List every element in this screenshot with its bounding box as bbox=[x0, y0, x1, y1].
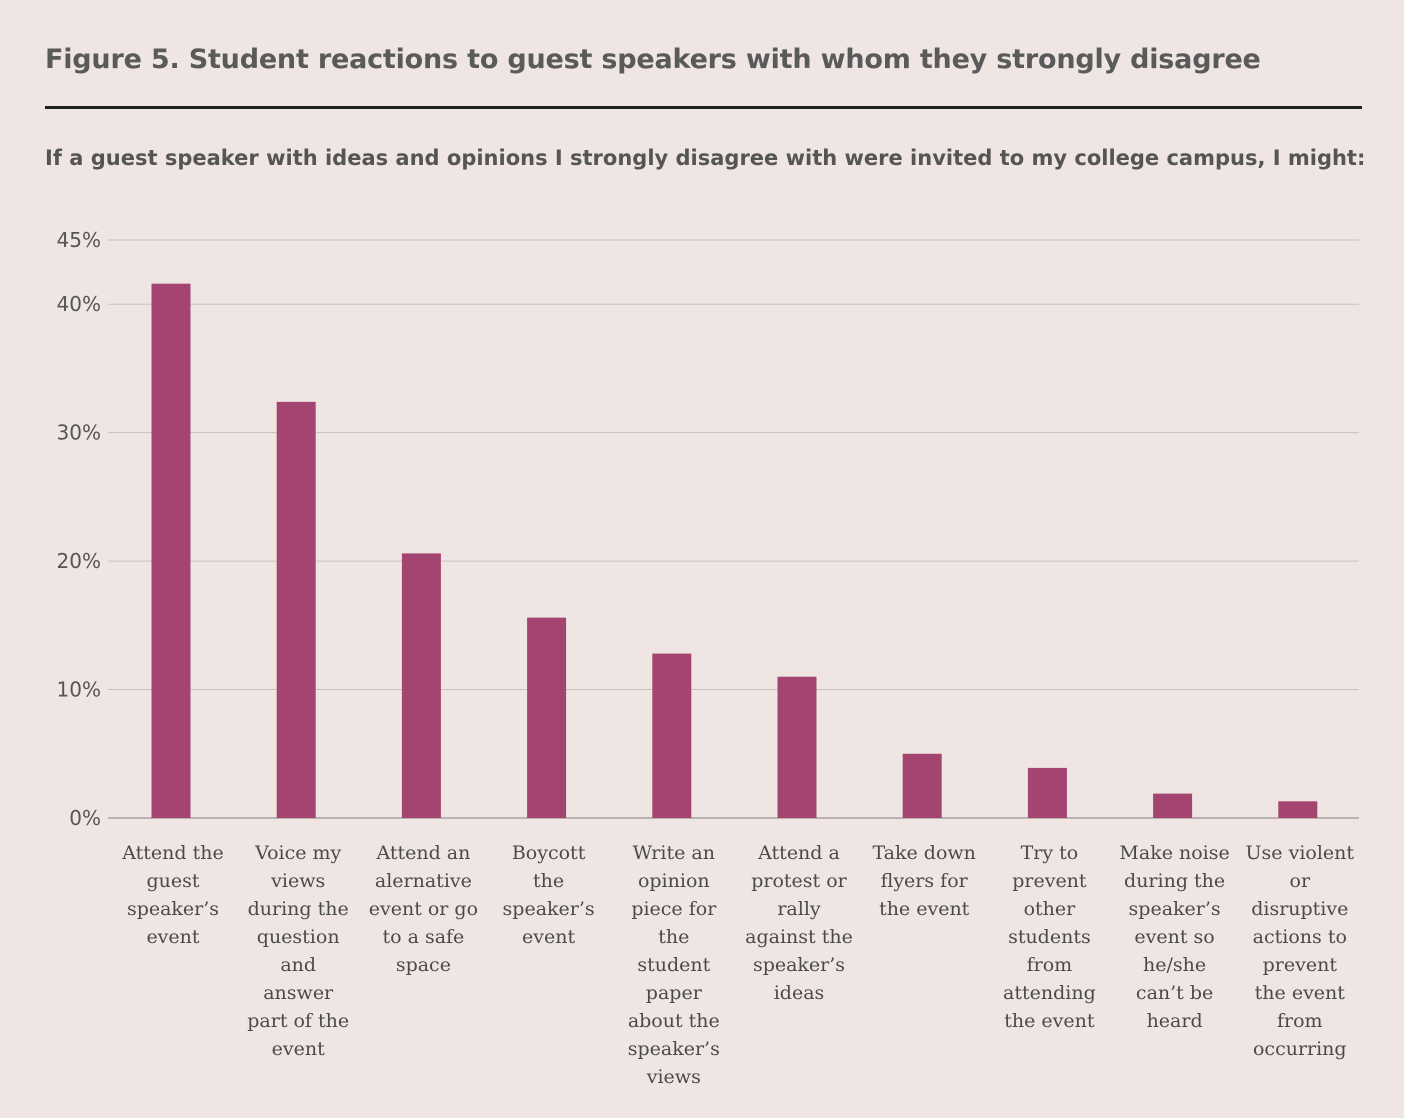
x-category-label: Try to prevent other students from atten… bbox=[1003, 842, 1096, 1032]
bar bbox=[527, 617, 567, 818]
x-category-label: Take down flyers for the event bbox=[872, 842, 976, 920]
bar bbox=[1153, 793, 1193, 818]
bar bbox=[276, 401, 316, 818]
x-category-label: Use violent or disruptive actions to pre… bbox=[1245, 842, 1355, 1060]
y-tick-label: 30% bbox=[57, 421, 101, 445]
bar bbox=[151, 283, 191, 818]
x-category-label: Make noise during the speaker’s event so… bbox=[1119, 842, 1230, 1032]
x-category-label: Voice my views during the question and a… bbox=[247, 842, 350, 1060]
x-category-label: Attend a protest or rally against the sp… bbox=[745, 842, 853, 1004]
x-category-label: Write an opinion piece for the student p… bbox=[627, 842, 720, 1088]
bar bbox=[401, 553, 441, 818]
bar bbox=[1027, 767, 1067, 818]
x-category-label: Attend an alernative event or go to a sa… bbox=[368, 842, 479, 976]
bar bbox=[902, 753, 942, 818]
chart-subtitle: If a guest speaker with ideas and opinio… bbox=[45, 146, 1366, 170]
y-tick-label: 40% bbox=[57, 292, 101, 316]
title-divider bbox=[45, 106, 1362, 109]
y-tick-label: 20% bbox=[57, 549, 101, 573]
x-category-label: Attend the guest speaker’s event bbox=[122, 842, 224, 948]
bar bbox=[777, 676, 817, 818]
y-tick-label: 45% bbox=[57, 228, 101, 252]
bar bbox=[1278, 801, 1318, 818]
y-tick-label: 0% bbox=[69, 806, 101, 830]
x-category-label: Boycott the speaker’s event bbox=[502, 842, 595, 948]
y-tick-label: 10% bbox=[57, 678, 101, 702]
bar bbox=[652, 653, 692, 818]
chart-title: Figure 5. Student reactions to guest spe… bbox=[45, 44, 1261, 75]
